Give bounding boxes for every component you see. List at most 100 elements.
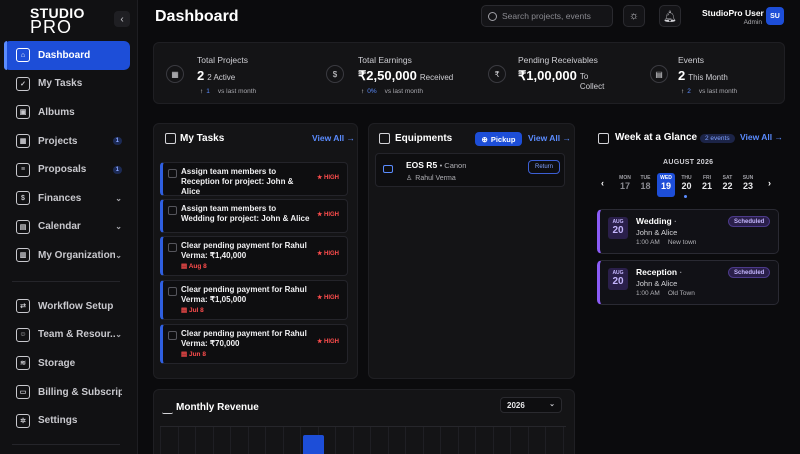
year-select[interactable]: 2026 ⌄ <box>500 397 562 413</box>
sidebar-item-albums[interactable]: ▣ Albums <box>4 98 130 127</box>
day-name: THU <box>681 175 692 181</box>
sidebar-item-workflow-setup[interactable]: ⇄ Workflow Setup <box>4 292 130 321</box>
tasks-view-all-link[interactable]: View All → <box>312 133 355 143</box>
task-checkbox[interactable] <box>168 243 177 252</box>
event-client: John & Alice <box>636 228 678 237</box>
pickup-button[interactable]: ⊕ Pickup <box>475 132 522 146</box>
calendar-day[interactable]: SAT 22 <box>719 173 737 197</box>
sidebar-item-calendar[interactable]: ▤ Calendar ⌄ <box>4 213 130 242</box>
collapse-sidebar-button[interactable]: ‹ <box>114 11 130 27</box>
status-badge: Scheduled <box>728 216 771 227</box>
task-item[interactable]: Assign team members to Wedding for proje… <box>160 199 348 233</box>
task-item[interactable]: Clear pending payment for Rahul Verma: ₹… <box>160 324 348 364</box>
theme-toggle-button[interactable]: ☼ <box>623 5 645 27</box>
sidebar-item-dashboard[interactable]: ⌂ Dashboard <box>4 41 130 70</box>
task-item[interactable]: Assign team members to Reception for pro… <box>160 162 348 196</box>
day-name: MON <box>619 175 631 181</box>
calendar-day[interactable]: MON 17 <box>616 173 634 197</box>
task-checkbox[interactable] <box>168 331 177 340</box>
calendar-icon: ▤ <box>181 307 189 314</box>
studiopro-logo[interactable]: STUDIO PRO <box>30 6 84 36</box>
day-name: TUE <box>640 175 651 181</box>
search-icon <box>488 11 497 21</box>
task-due-date: ▤ Aug 8 <box>181 262 207 270</box>
monthly-revenue-panel: Monthly Revenue 2026 ⌄ <box>153 389 575 454</box>
revenue-bar[interactable] <box>303 435 324 454</box>
user-menu[interactable]: StudioPro User Admin <box>702 8 764 26</box>
chart-gridline <box>562 427 564 454</box>
sidebar-item-storage[interactable]: ≋ Storage <box>4 349 130 378</box>
sidebar-item-finances[interactable]: $ Finances ⌄ <box>4 184 130 213</box>
task-item[interactable]: Clear pending payment for Rahul Verma: ₹… <box>160 236 348 276</box>
event-title: Reception · <box>636 267 682 277</box>
sidebar-item-projects[interactable]: ▦ Projects 1 <box>4 127 130 156</box>
sidebar-nav: ⌂ Dashboard ✓ My Tasks ▣ Albums ▦ Projects 1 ≡ Pro… <box>4 41 130 270</box>
sidebar-item-team-resour[interactable]: ☺ Team & Resour... ⌄ <box>4 321 130 350</box>
calendar-day[interactable]: THU 20 <box>678 173 696 198</box>
event-location: Old Town <box>667 290 695 297</box>
event-card[interactable]: AUG 20 Wedding · John & Alice 1:00 AM New tow… <box>597 209 779 254</box>
plus-icon: ⊕ <box>481 134 488 144</box>
equipment-brand: • Canon <box>439 161 467 170</box>
equipment-holder: ♙ Rahul Verma <box>406 174 456 182</box>
priority-badge: ★ HIGH <box>317 338 339 345</box>
event-client: John & Alice <box>636 279 678 288</box>
calendar-day[interactable]: TUE 18 <box>637 173 655 197</box>
stat-value: ₹2,50,000 Received <box>358 68 453 84</box>
task-checkbox[interactable] <box>168 206 177 215</box>
notifications-button[interactable]: 🔔︎ <box>659 5 681 27</box>
equipments-panel: Equipments ⊕ Pickup View All → EOS R5 • C… <box>368 123 575 379</box>
event-month: AUG <box>612 270 624 276</box>
sidebar-divider <box>12 444 120 445</box>
equipment-item[interactable]: EOS R5 • Canon ♙ Rahul Verma Return <box>375 153 565 187</box>
sidebar-item-my-tasks[interactable]: ✓ My Tasks <box>4 70 130 99</box>
event-meta: 1:00 AM New town <box>636 239 696 246</box>
search-input[interactable] <box>502 11 610 21</box>
next-week-button[interactable]: › <box>768 178 771 188</box>
stat-card: $ Total Earnings ₹2,50,000 Received ↑ 0% vs la… <box>154 43 784 103</box>
stats-bar: ▦ Total Projects 2 2 Active ↑ 1 vs last month $… <box>153 42 785 104</box>
chevron-down-icon: ⌄ <box>115 330 122 340</box>
sidebar-item-settings[interactable]: ✲ Settings <box>4 406 130 435</box>
calendar-day[interactable]: WED 19 <box>657 173 675 197</box>
chart-gridline <box>457 427 459 454</box>
chart-gridline <box>160 427 161 454</box>
year-value: 2026 <box>507 400 525 410</box>
task-item[interactable]: Clear pending payment for Rahul Verma: ₹… <box>160 280 348 320</box>
event-dot <box>683 195 687 198</box>
return-button[interactable]: Return <box>528 160 560 174</box>
sidebar-item-label: My Tasks <box>38 78 83 90</box>
stat-value: ₹1,00,000 To Collect <box>518 68 614 92</box>
calendar-day[interactable]: FRI 21 <box>698 173 716 197</box>
search-box[interactable] <box>481 5 613 27</box>
chevron-down-icon: ⌄ <box>115 193 122 203</box>
sidebar-item-billing-subscrip[interactable]: ▭ Billing & Subscrip... <box>4 378 130 407</box>
stat-subtext: This Month <box>688 73 728 82</box>
stat-trend: ↑ 1 vs last month <box>200 88 256 95</box>
avatar[interactable]: SU <box>766 7 784 25</box>
priority-label: HIGH <box>324 251 339 257</box>
sidebar-item-my-organization[interactable]: ▥ My Organization ⌄ <box>4 241 130 270</box>
count-badge: 1 <box>112 137 122 146</box>
task-text: Clear pending payment for Rahul Verma: ₹… <box>181 241 307 260</box>
star-icon: ★ <box>316 251 324 257</box>
event-card[interactable]: AUG 20 Reception · John & Alice 1:00 AM Old T… <box>597 260 779 305</box>
sidebar-item-proposals[interactable]: ≡ Proposals 1 <box>4 155 130 184</box>
task-text: Clear pending payment for Rahul Verma: ₹… <box>181 285 307 304</box>
stat-title: Pending Receivables <box>518 55 598 65</box>
task-checkbox[interactable] <box>168 169 177 178</box>
day-date: 18 <box>640 181 651 191</box>
pickup-label: Pickup <box>490 134 516 144</box>
chart-gridline <box>370 427 371 454</box>
task-checkbox[interactable] <box>168 287 177 296</box>
calendar-view-all-link[interactable]: View All → <box>740 132 783 142</box>
trend-label: vs last month <box>698 88 738 95</box>
sidebar-item-label: Storage <box>38 357 76 369</box>
camera-icon <box>383 165 393 173</box>
event-day: 20 <box>612 276 624 287</box>
priority-label: HIGH <box>324 295 339 301</box>
calendar-day[interactable]: SUN 23 <box>739 173 757 197</box>
sidebar-nav-secondary: ⇄ Workflow Setup ☺ Team & Resour... ⌄ ≋ Storag… <box>4 292 130 435</box>
equipment-view-all-link[interactable]: View All → <box>528 133 571 143</box>
previous-week-button[interactable]: ‹ <box>601 178 604 188</box>
